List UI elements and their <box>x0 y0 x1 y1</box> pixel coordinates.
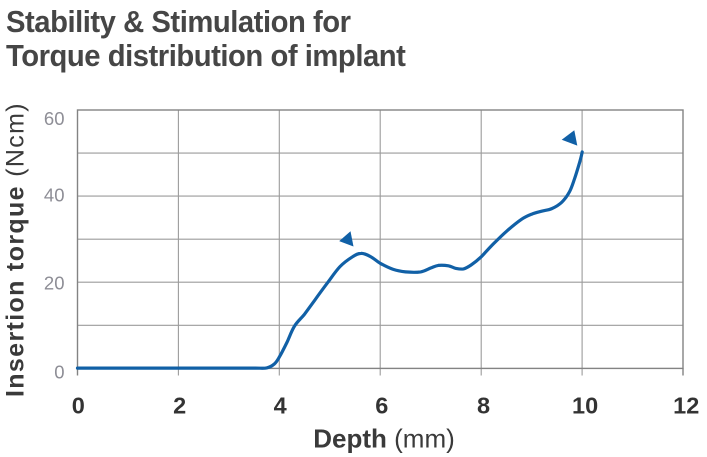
svg-text:6: 6 <box>375 393 388 419</box>
svg-text:8: 8 <box>477 393 490 419</box>
svg-text:12: 12 <box>673 393 699 419</box>
svg-text:0: 0 <box>72 393 85 419</box>
svg-text:Depth (mm): Depth (mm) <box>313 424 455 454</box>
svg-text:4: 4 <box>274 393 287 419</box>
svg-text:0: 0 <box>54 362 64 383</box>
svg-text:2: 2 <box>173 393 186 419</box>
svg-text:40: 40 <box>44 185 65 206</box>
svg-text:20: 20 <box>44 273 65 294</box>
svg-text:10: 10 <box>572 393 598 419</box>
svg-text:60: 60 <box>44 108 65 129</box>
svg-text:Insertion torque (Ncm): Insertion torque (Ncm) <box>2 102 30 397</box>
